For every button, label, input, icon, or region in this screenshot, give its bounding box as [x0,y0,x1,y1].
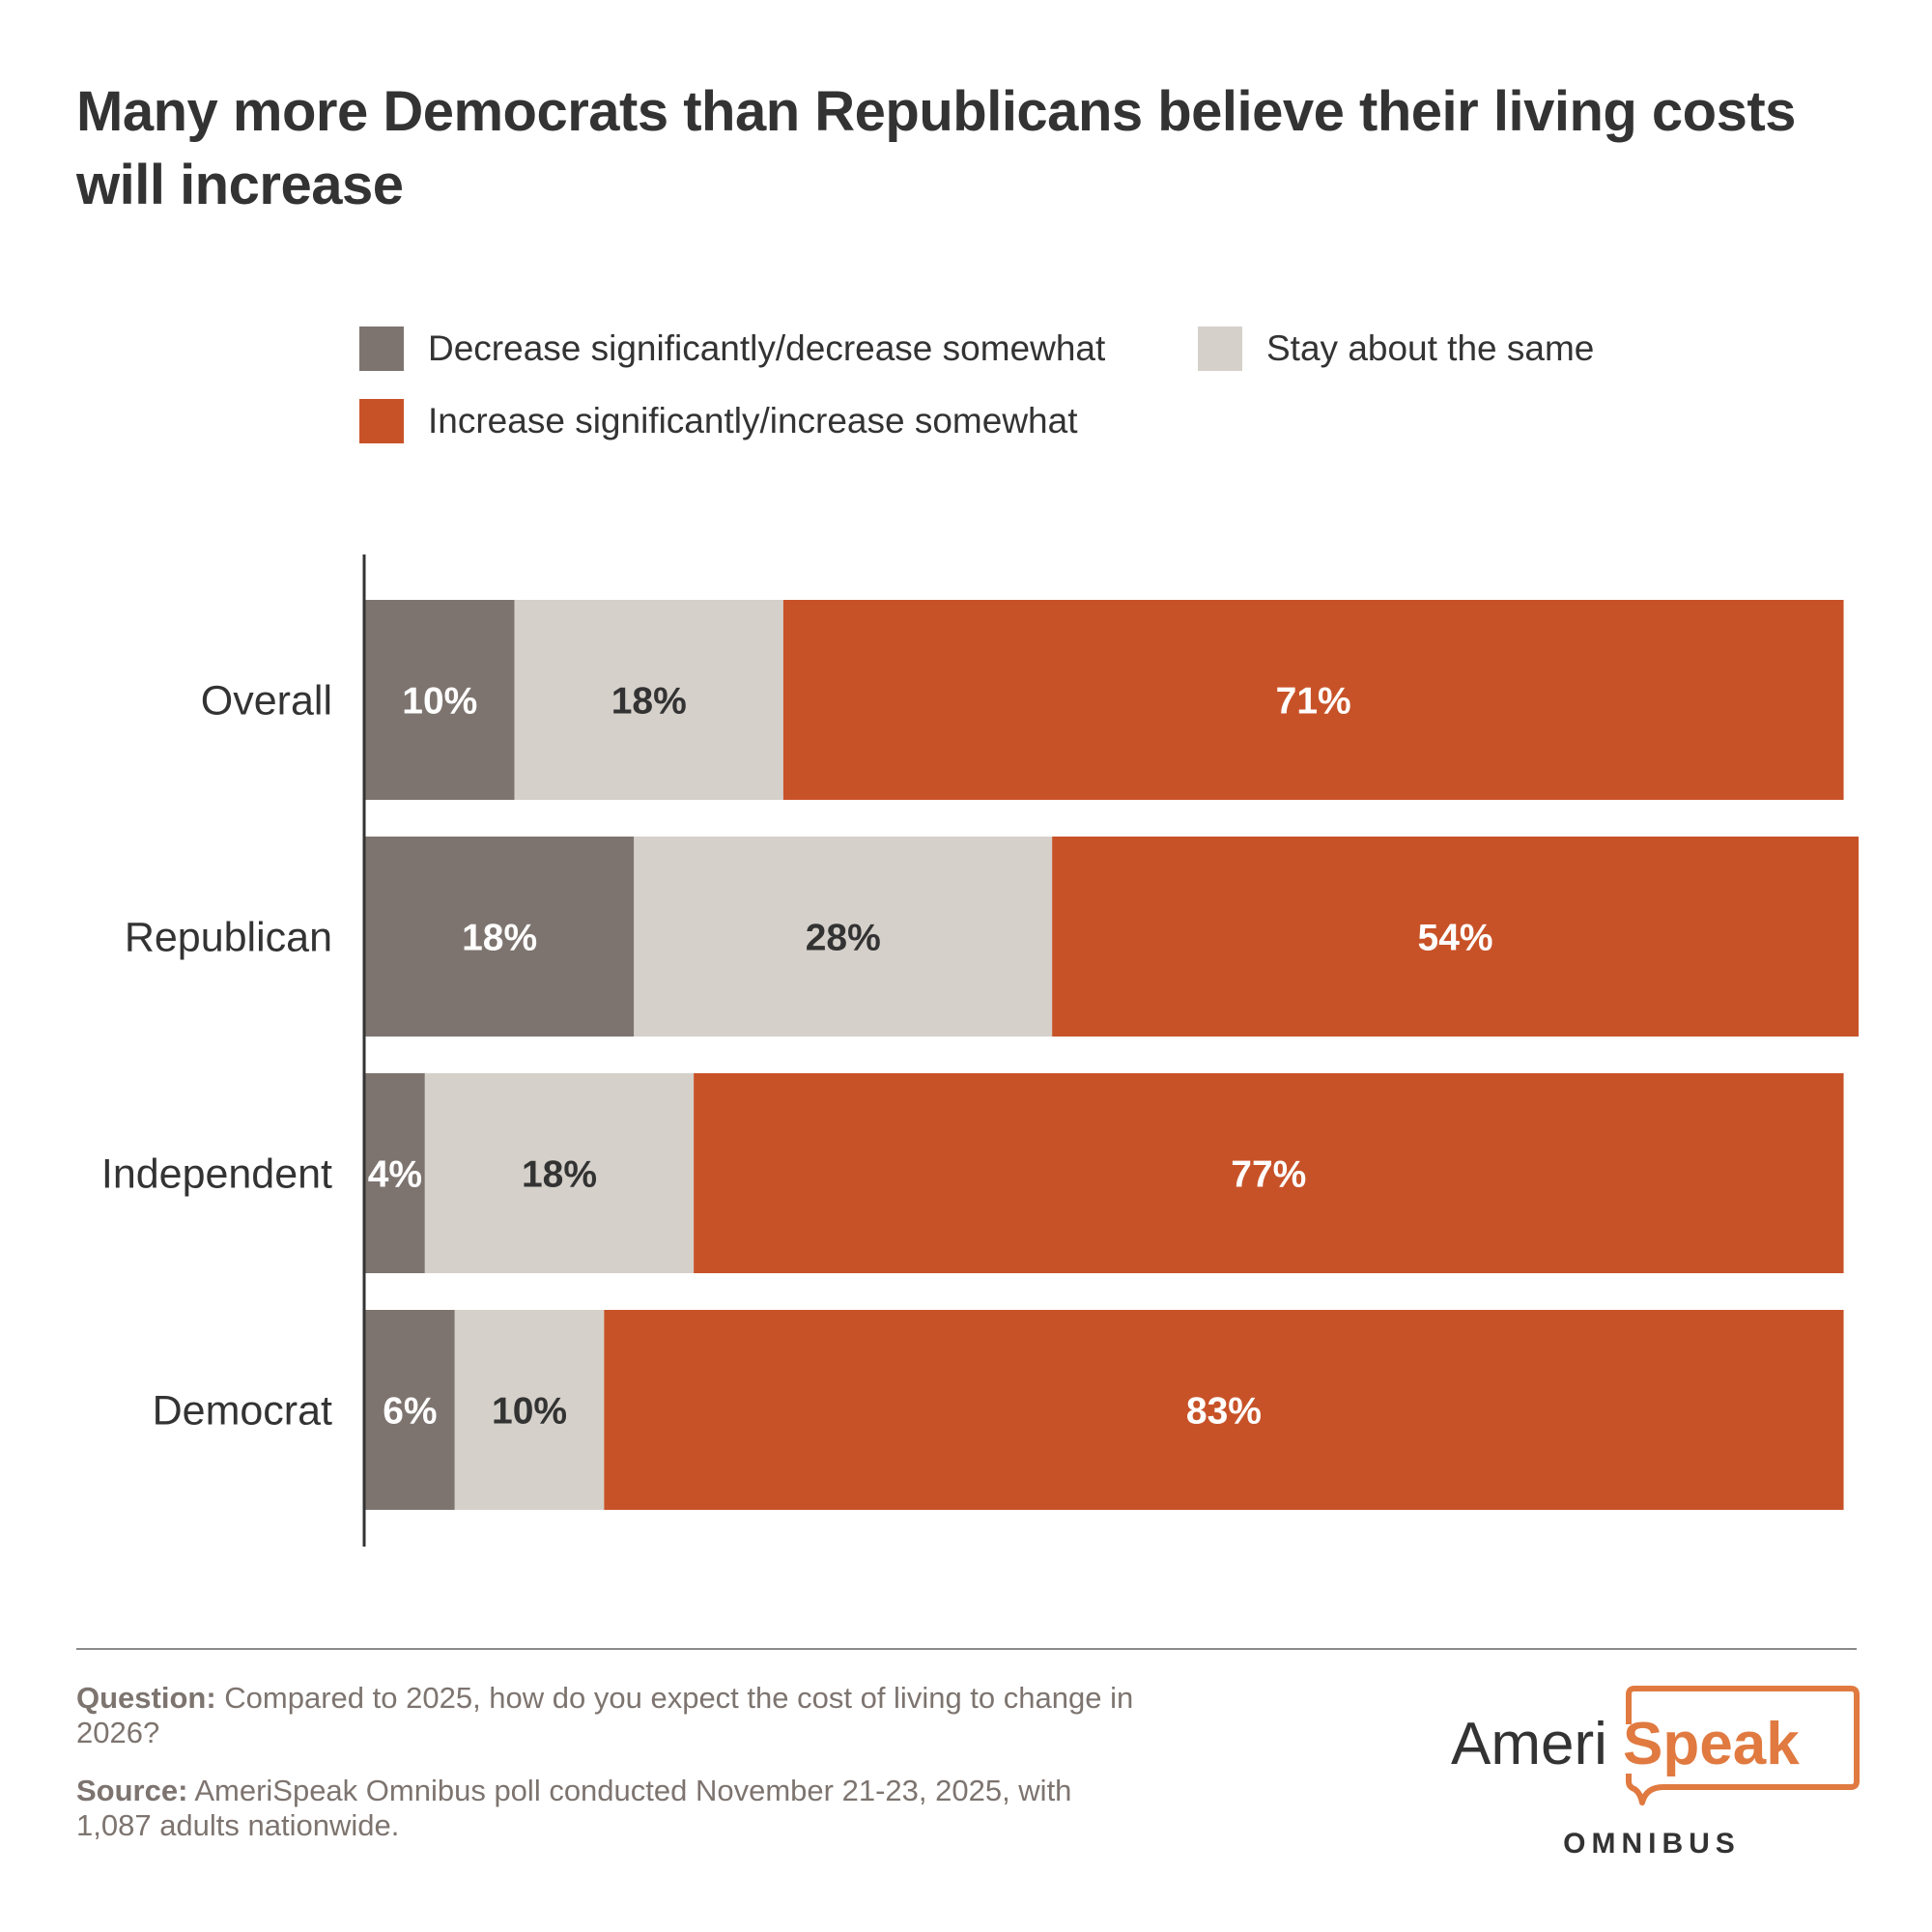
value-label-republican-1: 28% [806,918,881,959]
bar-segment-democrat-2 [604,1310,1844,1510]
bar-segment-independent-1 [424,1073,695,1273]
category-label-republican: Republican [125,915,332,961]
legend-item-decrease: Decrease significantly/decrease somewhat [359,327,1105,371]
logo-text-speak: Speak [1623,1711,1800,1777]
bar-segment-republican-2 [1052,837,1859,1037]
question-label: Question: [76,1681,216,1715]
legend-swatch-decrease [359,327,404,371]
legend-item-same: Stay about the same [1198,327,1594,371]
value-label-democrat-1: 10% [492,1391,567,1433]
bars-group: Overall 10% 18% 71% Republican 18% 28% 54% Indep… [101,600,1859,1510]
legend-label-increase: Increase significantly/increase somewhat [428,401,1078,440]
category-label-independent: Independent [101,1151,332,1198]
chart-title: Many more Democrats than Republicans bel… [76,80,1796,216]
value-label-independent-0: 4% [368,1154,422,1196]
value-label-republican-2: 54% [1418,918,1493,959]
value-label-overall-2: 71% [1276,681,1351,723]
bar-segment-democrat-1 [454,1310,605,1510]
category-label-democrat: Democrat [153,1388,332,1435]
source-note: Source: AmeriSpeak Omnibus poll conducte… [76,1774,1139,1843]
bar-segment-republican-0 [365,837,635,1037]
bar-segment-overall-0 [365,600,515,800]
value-label-overall-0: 10% [402,681,477,723]
bar-segment-democrat-0 [365,1310,455,1510]
source-text: AmeriSpeak Omnibus poll conducted Novemb… [76,1774,1072,1842]
legend-swatch-increase [359,399,404,443]
bar-segment-republican-1 [634,837,1053,1037]
value-label-democrat-0: 6% [383,1391,437,1433]
bar-segment-independent-0 [365,1073,425,1273]
amerispeak-logo: Ameri Speak OMNIBUS [1451,1686,1860,1860]
value-label-democrat-2: 83% [1186,1391,1262,1433]
value-label-independent-1: 18% [522,1154,597,1196]
legend-label-decrease: Decrease significantly/decrease somewhat [428,328,1106,368]
bar-segment-independent-2 [694,1073,1844,1273]
speech-bubble-icon [1626,1686,1860,1805]
legend-item-increase: Increase significantly/increase somewhat [359,399,1078,443]
legend-label-same: Stay about the same [1266,328,1595,368]
value-label-independent-2: 77% [1231,1154,1306,1196]
logo-text-ameri: Ameri [1451,1711,1607,1777]
value-label-overall-1: 18% [611,681,687,723]
legend-swatch-same [1198,327,1242,371]
bar-segment-overall-1 [514,600,783,800]
value-label-republican-0: 18% [462,918,537,959]
footer-divider [76,1648,1857,1650]
question-text: Compared to 2025, how do you expect the … [76,1681,1134,1749]
source-label: Source: [76,1774,188,1807]
category-label-overall: Overall [201,678,332,724]
bar-segment-overall-2 [782,600,1844,800]
logo-text-omnibus: OMNIBUS [1563,1828,1741,1860]
question-note: Question: Compared to 2025, how do you e… [76,1681,1139,1750]
